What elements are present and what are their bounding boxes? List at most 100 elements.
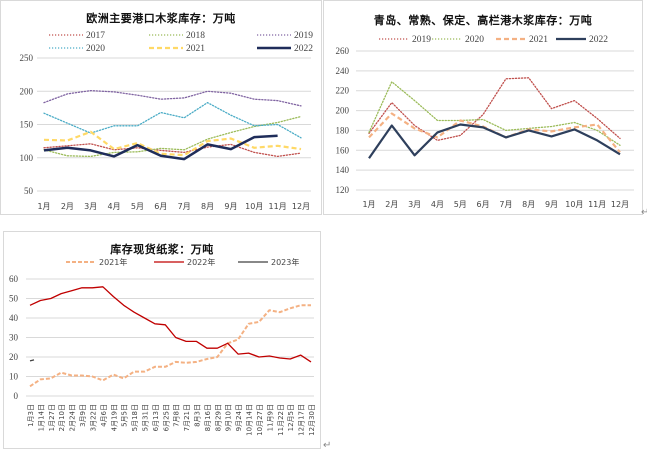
y-tick-label: 160 [336,145,350,155]
y-tick-label: 240 [336,66,350,76]
china-ports-inventory-chart: 青岛、常熟、保定、高栏港木浆库存：万吨 120 140 160 180 200 220 24… [323,0,643,215]
x-tick-label: 11月 [269,202,287,211]
y-tick-label: 200 [20,86,34,96]
x-tick-label: 7月 [499,200,512,209]
x-tick-label: 1月14日 [37,404,45,431]
y-tick-label: 30 [9,333,19,343]
legend-label: 2019 [294,31,313,41]
x-tick-label: 12月5日 [287,404,295,431]
y-tick-label: 10 [9,372,19,382]
x-tick-label: 7月21日 [183,404,191,431]
x-tick-label: 8月29日 [214,404,222,431]
x-tick-label: 4月 [108,202,121,211]
x-tick-label: 8月 [522,200,535,209]
x-tick-label: 6月13日 [152,404,160,431]
x-tick-label: 1月 [362,200,375,209]
x-tick-label: 8月3日 [194,404,202,427]
x-tick-label: 6月 [154,202,167,211]
series-2017 [43,143,302,158]
x-axis-labels: 1月 2月 3月 4月 5月 6月 7月 8月 9月 10月 11月 12月 [37,202,310,211]
x-tick-label: 1月27日 [48,404,56,431]
legend-label: 2019 [412,35,431,45]
x-tick-label: 9月 [224,202,237,211]
x-axis-labels: 1月 2月 3月 4月 5月 6月 7月 8月 9月 10月 11月 12月 [362,200,629,209]
chart-title: 青岛、常熟、保定、高栏港木浆库存：万吨 [373,14,593,27]
europe-inventory-chart: 欧洲主要港口木浆库存：万吨 50 100 150 200 250 1月 2月 3月 4月 5月 6月… [0,0,322,215]
x-tick-label: 6月 [477,200,490,209]
legend-label: 2021 [529,35,548,45]
series-2022 [368,123,621,159]
x-tick-label: 5月31日 [141,404,149,431]
x-tick-label: 6月25日 [162,404,170,431]
x-tick-label: 9月 [545,200,558,209]
y-gridlines: 0 10 20 30 40 50 60 [9,274,314,401]
x-tick-label: 7月 [178,202,191,211]
y-gridlines: 50 100 150 200 250 [20,53,311,196]
x-tick-label: 11月22日 [277,404,285,436]
chart-plot: 0 10 20 30 40 50 60 1月3日 1月14日 1月27日 2月10日 2月24日 3月9… [9,257,316,436]
legend-label: 2021年 [99,257,127,267]
y-tick-label: 50 [24,186,34,196]
y-tick-label: 250 [20,53,34,63]
x-tick-label: 8月16日 [204,404,212,431]
x-tick-label: 1月3日 [27,404,35,427]
x-tick-label: 10月 [565,200,583,209]
legend-item: 2023年 [238,257,299,267]
y-tick-label: 40 [9,313,19,323]
series-2022 [43,134,278,161]
x-axis-labels: 1月3日 1月14日 1月27日 2月10日 2月24日 3月9日 3月22日 4月6日 4月1… [27,404,316,436]
x-tick-label: 12月30日 [308,404,316,436]
legend-label: 2022 [589,35,608,45]
legend-label: 2020 [86,44,105,54]
legend-item: 2022年 [154,257,215,267]
x-tick-label: 9月10日 [225,404,233,431]
x-tick-label: 5月18日 [131,404,139,431]
x-tick-label: 3月22日 [89,404,97,431]
chart-plot: 50 100 150 200 250 1月 2月 3月 4月 5月 6月 7月 8月 9月 10月 11月 12… [20,31,314,211]
legend-item: 2019 [257,31,313,41]
legend-item: 2021 [496,35,548,45]
y-tick-label: 220 [336,86,350,96]
x-tick-label: 2月24日 [69,404,77,431]
y-tick-label: 0 [14,391,19,401]
x-tick-label: 4月 [431,200,444,209]
paragraph-mark: ↵ [641,207,647,218]
x-tick-label: 10月27日 [256,404,264,436]
series-2020 [368,81,621,146]
paragraph-mark: ↵ [323,440,332,451]
x-tick-label: 4月6日 [100,404,108,427]
x-tick-label: 4月19日 [110,404,118,431]
series-2021年 [29,304,311,388]
series-2021 [368,112,621,153]
y-tick-label: 180 [336,125,350,135]
legend-item: 2018 [149,31,205,41]
x-tick-label: 8月 [201,202,214,211]
y-tick-label: 260 [336,46,350,56]
x-tick-label: 12月 [611,200,629,209]
legend-item: 2020 [432,35,484,45]
y-tick-label: 50 [9,294,19,304]
legend-label: 2018 [186,31,205,41]
y-tick-label: 20 [9,352,19,362]
legend-label: 2022年 [187,257,215,267]
chart-plot: 120 140 160 180 200 220 240 260 1月 2月 3月 4月 5月 6月 7月 8月… [336,35,634,209]
x-tick-label: 11月9日 [266,404,274,431]
series-2023年 [29,359,35,362]
legend-item: 2022 [257,44,313,54]
x-tick-label: 3月9日 [79,404,87,427]
legend-label: 2023年 [271,257,299,267]
x-tick-label: 7月8日 [173,404,181,427]
x-tick-label: 5月5日 [121,404,129,427]
x-tick-label: 12月 [292,202,310,211]
y-tick-label: 120 [336,185,350,195]
x-tick-label: 5月 [454,200,467,209]
legend-label: 2020 [465,35,484,45]
spot-pulp-inventory-chart: 库存现货纸浆：万吨 0 10 20 30 40 50 60 1月3日 1月14日 1月27日 2月1… [3,231,321,449]
legend-item: 2021年 [66,257,127,267]
series-2019 [43,89,302,107]
x-tick-label: 1月 [37,202,50,211]
y-tick-label: 140 [336,165,350,175]
x-tick-label: 10月 [245,202,263,211]
y-tick-label: 150 [20,120,34,130]
x-tick-label: 12月17日 [298,404,306,436]
